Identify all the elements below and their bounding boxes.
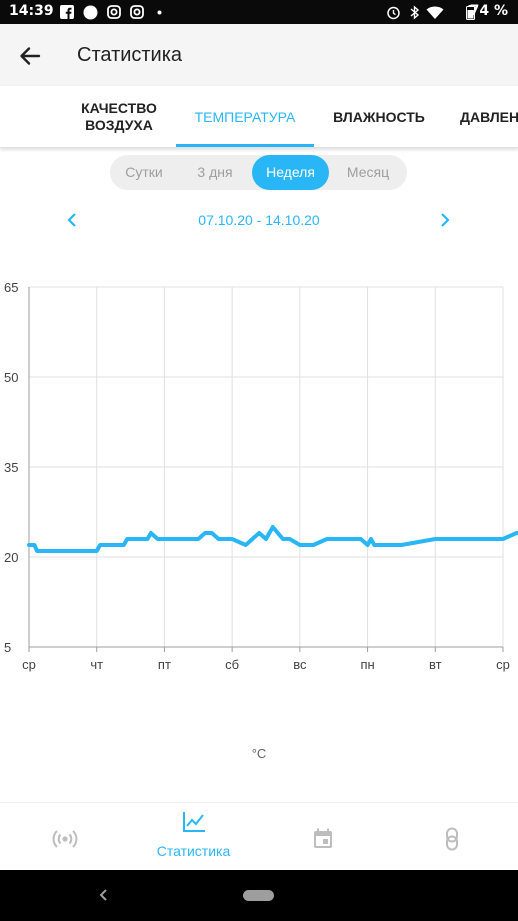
- instagram-icon: [107, 5, 121, 19]
- x-tick-label: ср: [22, 657, 36, 672]
- wifi-icon: [426, 6, 444, 19]
- bottom-nav: Статистика: [0, 802, 518, 870]
- date-range-label: 07.10.20 - 14.10.20: [198, 212, 320, 228]
- x-tick-label: вт: [429, 657, 442, 672]
- x-tick-label: ср: [496, 657, 510, 672]
- temperature-chart: 65 50 35 20 5 ср чт пт сб вс пн вт ср: [4, 280, 518, 672]
- arrow-back-icon[interactable]: [16, 42, 44, 70]
- alarm-icon: [387, 6, 400, 20]
- x-tick-label: чт: [90, 657, 103, 672]
- battery-percent: 74 %: [469, 3, 508, 19]
- calendar-icon: [314, 828, 332, 848]
- y-tick-label: 50: [4, 370, 18, 385]
- chart-unit-label: °C: [251, 746, 267, 761]
- y-tick-label: 5: [4, 640, 11, 655]
- x-tick-label: пт: [158, 657, 171, 672]
- sensor-broadcast-icon: [52, 830, 78, 848]
- tab-air-quality-label-1: КАЧЕСТВО: [81, 100, 157, 116]
- chevron-left-icon[interactable]: [64, 211, 80, 229]
- system-nav-bar: [0, 870, 518, 921]
- period-day-option[interactable]: Сутки: [125, 164, 163, 180]
- tab-humidity-label: ВЛАЖНОСТЬ: [333, 108, 425, 125]
- status-time: 14:39: [9, 3, 54, 19]
- battery-icon: [466, 5, 475, 20]
- notification-dot-icon: [83, 5, 98, 20]
- bottom-nav-statistics-label: Статистика: [156, 843, 231, 859]
- tab-temperature-label: ТЕМПЕРАТУРА: [194, 108, 296, 125]
- x-tick-label: вс: [293, 657, 307, 672]
- instagram-icon-2: [130, 5, 144, 19]
- date-range-nav: 07.10.20 - 14.10.20: [0, 205, 518, 235]
- y-tick-label: 35: [4, 460, 18, 475]
- y-tick-label: 20: [4, 550, 18, 565]
- link-icon: [446, 827, 458, 851]
- bluetooth-icon: [410, 5, 420, 20]
- period-selector: Сутки 3 дня Неделя Месяц: [110, 155, 407, 190]
- status-bar: 14:39 74 %: [0, 0, 518, 24]
- x-tick-label: пн: [360, 657, 374, 672]
- period-month-option[interactable]: Месяц: [346, 164, 390, 180]
- bottom-nav-calendar[interactable]: [258, 803, 387, 871]
- x-tick-label: сб: [225, 657, 239, 672]
- period-3days-option[interactable]: 3 дня: [197, 164, 233, 180]
- chevron-right-icon[interactable]: [437, 211, 453, 229]
- more-notifications-dot-icon: [157, 10, 162, 15]
- page-title: Статистика: [77, 44, 183, 66]
- tab-bar: КАЧЕСТВО ВОЗДУХА ТЕМПЕРАТУРА ВЛАЖНОСТЬ ДА…: [0, 86, 518, 148]
- facebook-icon: [60, 5, 74, 19]
- tab-air-quality-label-2: ВОЗДУХА: [85, 117, 153, 133]
- temperature-series-line: [27, 525, 518, 553]
- bottom-nav-statistics[interactable]: Статистика: [129, 803, 258, 871]
- system-back-icon[interactable]: [98, 888, 110, 902]
- tab-indicator: [176, 144, 314, 147]
- tab-pressure-label: ДАВЛЕН: [460, 108, 518, 125]
- bottom-nav-link[interactable]: [387, 803, 516, 871]
- tab-temperature[interactable]: ТЕМПЕРАТУРА: [176, 86, 314, 147]
- chart-line-icon: [183, 812, 205, 832]
- y-tick-label: 65: [4, 280, 18, 295]
- tab-humidity[interactable]: ВЛАЖНОСТЬ: [320, 86, 438, 147]
- system-home-pill[interactable]: [243, 890, 274, 901]
- period-week-option[interactable]: Неделя: [252, 155, 329, 190]
- tab-air-quality[interactable]: КАЧЕСТВО ВОЗДУХА: [62, 86, 176, 147]
- app-bar: Статистика: [0, 24, 518, 86]
- bottom-nav-sensors[interactable]: [0, 803, 129, 871]
- tab-pressure[interactable]: ДАВЛЕН: [452, 86, 518, 147]
